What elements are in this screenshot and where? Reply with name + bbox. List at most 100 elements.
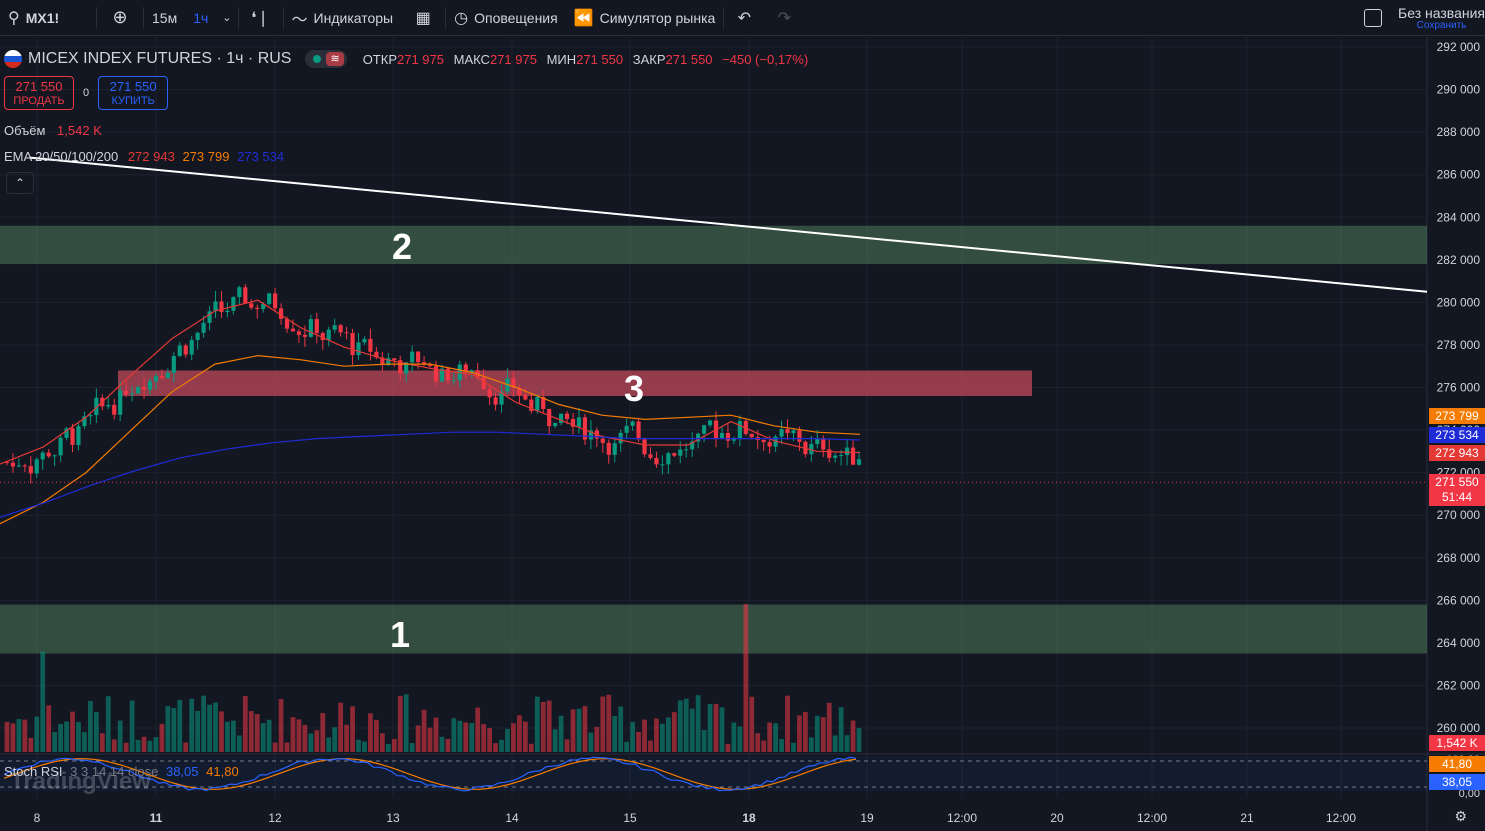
volume-bar: [642, 719, 647, 752]
candle-body: [499, 391, 504, 405]
y-tick-label: 286 000: [1437, 168, 1481, 182]
open-value: 271 975: [396, 51, 444, 67]
candle-body: [821, 438, 826, 450]
divider: [282, 6, 284, 29]
x-tick-label: 20: [1050, 811, 1064, 825]
volume-bar: [570, 709, 576, 752]
symbol-title: MICEX INDEX FUTURES · 1ч · RUS: [28, 50, 292, 67]
x-tick-label: 15: [623, 811, 637, 825]
candle-body: [165, 372, 170, 379]
volume-bar: [713, 703, 719, 752]
ema100-value: 273 534: [237, 149, 285, 164]
candle-body: [147, 381, 153, 390]
volume-bar: [52, 732, 58, 752]
candle-body: [350, 332, 355, 356]
volume-bar: [189, 698, 195, 752]
ema100-tag-text: 273 534: [1435, 428, 1479, 442]
templates-button[interactable]: ▦: [401, 0, 445, 36]
volume-bar: [725, 743, 731, 752]
candle-body: [64, 428, 69, 438]
symbol-search[interactable]: ⚲ MX1!: [0, 0, 96, 36]
interval-1h-button[interactable]: 1ч: [193, 9, 209, 26]
interval-dropdown[interactable]: ⌄: [216, 0, 237, 36]
volume-bar: [737, 726, 743, 752]
candle-body: [856, 459, 862, 465]
candle-body: [416, 351, 421, 363]
volume-bar: [707, 704, 713, 752]
candle-body: [719, 432, 725, 439]
y-tick-label: 284 000: [1437, 210, 1481, 224]
high-label: МАКС: [453, 51, 490, 67]
volume-bar: [624, 741, 630, 752]
alarm-clock-icon: ◷: [454, 9, 469, 27]
candle-body: [827, 449, 832, 458]
price-chart[interactable]: 292 000 290 000 288 000 286 000 284 000 282 0…: [0, 37, 1485, 831]
buy-button[interactable]: 271 550 КУПИТЬ: [98, 76, 169, 110]
undo-icon: ↶: [737, 9, 751, 27]
volume-bar: [153, 737, 159, 752]
ema20-line: [0, 299, 861, 465]
redo-button[interactable]: ↷: [764, 0, 804, 36]
volume-bar: [594, 726, 600, 752]
chevron-down-icon: ⌄: [222, 12, 232, 24]
candle-body: [570, 419, 576, 427]
interval-15m-button[interactable]: 15м: [152, 9, 178, 26]
y-tick-label: 270 000: [1437, 508, 1481, 522]
volume-bar: [481, 724, 487, 752]
ema-legend[interactable]: EMA 20/50/100/200 272 943 273 799 273 53…: [4, 149, 284, 164]
stoch-rsi-legend[interactable]: Stoch RSI 3 3 14 14 close 38,05 41,80: [4, 764, 239, 779]
candle-body: [690, 441, 695, 450]
candle-body: [553, 422, 558, 427]
candle-body: [410, 351, 415, 363]
volume-bar: [58, 723, 63, 752]
sell-button[interactable]: 271 550 ПРОДАТЬ: [4, 76, 74, 110]
candle-body: [22, 465, 27, 467]
replay-button[interactable]: ⏪ Симулятор рынка: [566, 0, 724, 36]
volume-bar: [457, 720, 463, 752]
volume-bar: [231, 720, 236, 752]
volume-bar: [403, 694, 409, 752]
volume-legend[interactable]: Объём 1,542 K: [4, 123, 102, 138]
volume-bar: [219, 711, 224, 752]
volume-bar: [421, 709, 427, 752]
candle-body: [785, 429, 790, 434]
volume-bar: [779, 739, 784, 752]
volume-bar: [808, 737, 814, 752]
save-label: Сохранить: [1416, 19, 1467, 31]
chevron-up-icon: ⌃: [14, 176, 26, 190]
collapse-legend-button[interactable]: ⌃: [6, 172, 34, 194]
candle-body: [237, 287, 242, 297]
indicators-button[interactable]: 〜 Индикаторы: [284, 0, 402, 36]
save-layout-button[interactable]: Без названия Сохранить: [1398, 6, 1485, 31]
layout-checkbox[interactable]: [1364, 9, 1383, 27]
volume-bar: [290, 717, 296, 752]
compare-button[interactable]: ⊕: [97, 0, 143, 36]
candle-body: [523, 395, 528, 400]
candle-body: [445, 368, 450, 381]
candle-body: [261, 303, 266, 309]
rsi-d-tag-text: 41,80: [1441, 757, 1473, 771]
candle-body: [743, 420, 748, 434]
volume-bar: [701, 730, 707, 752]
volume-bar: [683, 698, 689, 752]
volume-bar: [534, 696, 540, 752]
volume-bar: [64, 721, 69, 752]
volume-bar: [731, 722, 737, 752]
undo-button[interactable]: ↶: [724, 0, 764, 36]
y-tick-label: 282 000: [1437, 253, 1481, 267]
candle-body: [183, 345, 188, 355]
candle-body: [326, 329, 331, 341]
candle-body: [779, 429, 784, 437]
candle-body: [666, 453, 671, 465]
volume-bar: [129, 700, 135, 752]
alerts-button[interactable]: ◷ Оповещения: [446, 0, 566, 36]
candle-body: [10, 462, 16, 467]
candle-body: [702, 425, 707, 434]
volume-bar: [260, 723, 266, 752]
market-status-toggle[interactable]: ≋: [305, 50, 347, 68]
candle-body: [76, 426, 81, 445]
settings-gear-button[interactable]: ⚙: [1454, 808, 1467, 825]
volume-bar: [844, 735, 850, 752]
chart-type-button[interactable]: ❛❘: [239, 0, 283, 36]
volume-bar: [248, 711, 254, 752]
